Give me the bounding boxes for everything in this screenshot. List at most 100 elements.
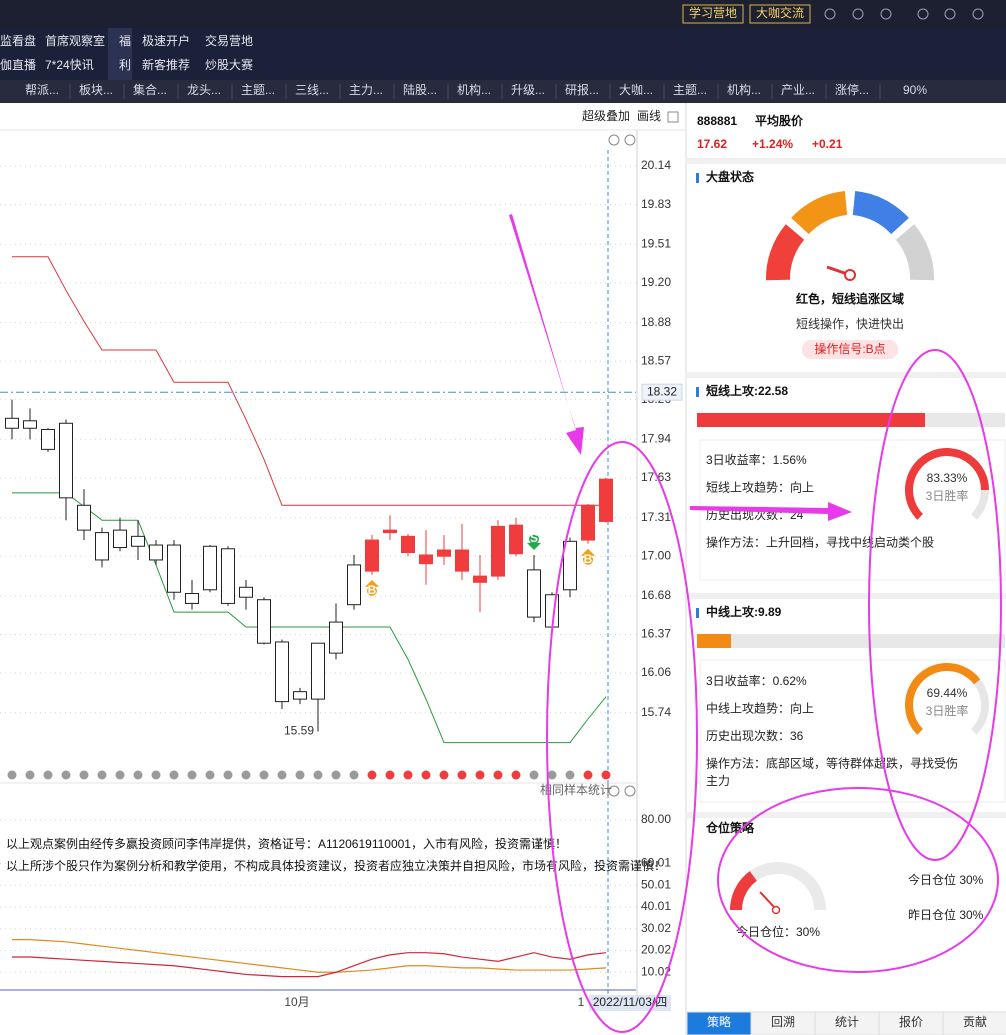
y-tick-label: 18.57: [641, 353, 671, 367]
tab[interactable]: 机构...: [727, 82, 761, 97]
toolbar-button[interactable]: 画线: [637, 109, 661, 123]
top-button-box[interactable]: [749, 4, 811, 24]
window-icon[interactable]: [880, 8, 892, 20]
signal-dot: [511, 770, 521, 780]
bottom-tab[interactable]: 统计: [835, 1015, 859, 1029]
menu-item[interactable]: 极速开户: [142, 33, 190, 48]
top-button-box[interactable]: [682, 4, 744, 24]
signal-dot: [259, 770, 269, 780]
tab[interactable]: 集合...: [133, 82, 167, 97]
signal-label: B: [584, 552, 593, 566]
tab[interactable]: 龙头...: [187, 83, 221, 97]
bottom-tab[interactable]: 策略: [707, 1014, 731, 1029]
window-icon[interactable]: [944, 8, 956, 20]
signal-dot: [475, 770, 485, 780]
stat-icon[interactable]: [608, 785, 620, 797]
signal-badge: [583, 554, 593, 565]
tab[interactable]: 产业...: [781, 83, 815, 97]
bottom-tab-bg[interactable]: [942, 1011, 1006, 1035]
market-status: 红色，短线追涨区域: [796, 291, 904, 306]
menu-item[interactable]: 监看盘: [0, 33, 36, 48]
menu-item[interactable]: 交易营地: [205, 33, 253, 48]
stock-code: 888881: [697, 114, 737, 128]
info-line: 历史出现次数：36: [706, 728, 804, 743]
signal-dot: [421, 770, 431, 780]
tab[interactable]: 机构...: [457, 82, 491, 97]
menu-item[interactable]: 利: [119, 58, 131, 72]
signal-dot: [7, 770, 17, 780]
menu-item[interactable]: 新客推荐: [142, 57, 190, 72]
tab[interactable]: 大咖...: [619, 82, 653, 97]
chart-icon[interactable]: [608, 134, 620, 146]
help-icon[interactable]: [624, 785, 636, 797]
window-icon[interactable]: [972, 8, 984, 20]
window-icon[interactable]: [852, 8, 864, 20]
signal-dot: [97, 770, 107, 780]
y-tick-label: 30.02: [641, 921, 671, 935]
tab[interactable]: 研报...: [565, 82, 599, 97]
tab[interactable]: 主题...: [241, 83, 275, 97]
signal-dot: [565, 770, 575, 780]
y-tick-label: 20.02: [641, 943, 671, 957]
bottom-tab[interactable]: 回溯: [771, 1014, 795, 1029]
signal-dot: [169, 770, 179, 780]
y-tick-label: 10.02: [641, 964, 671, 978]
toolbar-button[interactable]: 超级叠加: [582, 108, 630, 123]
signal-dot: [439, 770, 449, 780]
menu-item[interactable]: 福: [119, 33, 131, 48]
change-pct: +1.24%: [752, 137, 793, 151]
tab[interactable]: 板块...: [79, 83, 113, 97]
window-icon[interactable]: [917, 8, 929, 20]
tab[interactable]: 陆股...: [403, 82, 437, 97]
tab[interactable]: 涨停...: [835, 82, 869, 97]
signal-arrow: [527, 542, 541, 550]
menu-item[interactable]: 伽直播: [0, 57, 36, 72]
section-title: 仓位策略: [705, 820, 755, 835]
bottom-tab[interactable]: 贡献: [963, 1014, 987, 1029]
y-tick-label: 16.37: [641, 627, 671, 641]
signal-dot: [529, 770, 539, 780]
y-tick-label: 17.31: [641, 510, 671, 524]
y-tick-label: 16.06: [641, 665, 671, 679]
gauge-segment: [791, 191, 848, 235]
signal-dot: [493, 770, 503, 780]
candle-body: [293, 691, 307, 700]
signal-arrow: [581, 548, 595, 556]
top-button[interactable]: 学习营地: [689, 5, 737, 20]
candle-body: [455, 549, 469, 572]
window-icon[interactable]: [824, 8, 836, 20]
progress-fill: [697, 413, 925, 427]
zoom-level[interactable]: 90%: [903, 83, 927, 97]
tab[interactable]: 主力...: [349, 83, 383, 97]
signal-dot: [187, 770, 197, 780]
signal-dot: [403, 770, 413, 780]
tab[interactable]: 升级...: [511, 83, 545, 97]
tab[interactable]: 三线...: [295, 83, 329, 97]
bottom-tab[interactable]: 报价: [899, 1014, 923, 1029]
y-tick-label: 80.00: [641, 812, 671, 826]
grid-icon[interactable]: [667, 111, 679, 123]
section-gap: [686, 812, 1006, 818]
menu-item[interactable]: 7*24快讯: [45, 58, 94, 72]
candle-body: [581, 504, 595, 541]
stock-price: 17.62: [697, 137, 727, 151]
section-title: 大盘状态: [706, 169, 754, 184]
menu-item[interactable]: 首席观察室: [45, 33, 105, 48]
candle-body: [365, 539, 379, 572]
tab[interactable]: 主题...: [673, 83, 707, 97]
annotations: [546, 349, 1002, 1033]
menu-item[interactable]: 炒股大赛: [205, 57, 253, 72]
market-signal: 操作信号:B点: [814, 341, 885, 356]
signal-arrow: [365, 579, 379, 587]
sample-stats[interactable]: 相同样本统计: [540, 782, 612, 797]
candle-body: [383, 529, 397, 534]
signal-dot: [331, 770, 341, 780]
signal-dot: [385, 770, 395, 780]
info-box: [699, 659, 1006, 803]
stock-name: 平均股价: [755, 113, 804, 128]
tab[interactable]: 帮派...: [25, 83, 59, 97]
help-icon[interactable]: [624, 134, 636, 146]
top-button[interactable]: 大咖交流: [756, 5, 804, 20]
signal-dot: [25, 770, 35, 780]
candle-body: [599, 478, 613, 522]
